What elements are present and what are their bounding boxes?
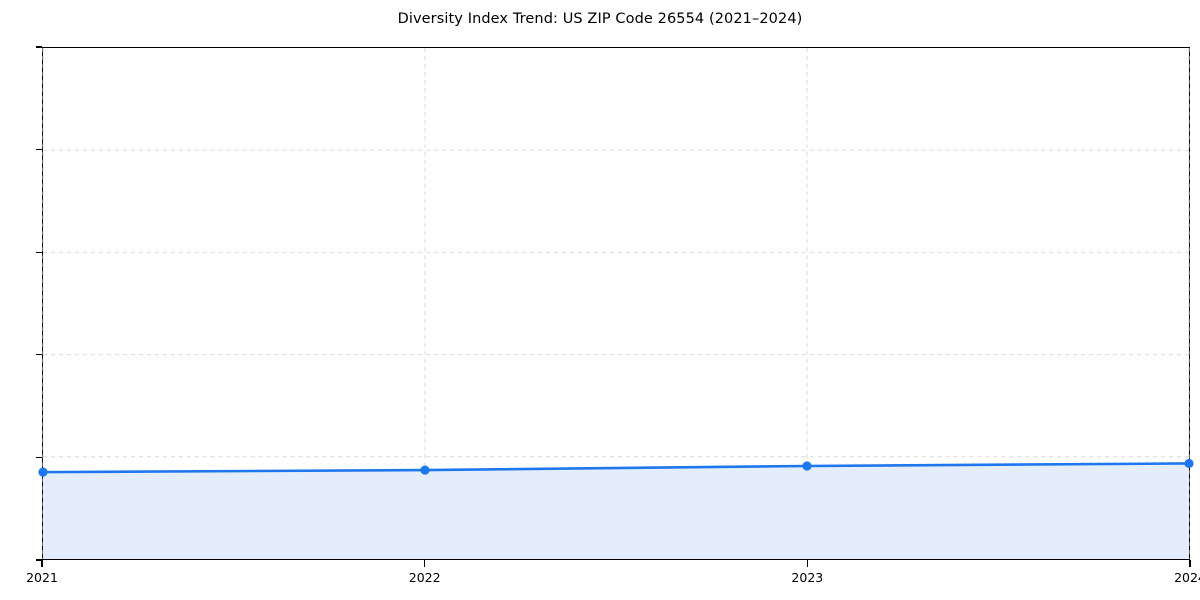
- y-tick-mark: [35, 46, 42, 48]
- area-fill: [43, 463, 1189, 559]
- series-diversity-index: [38, 458, 1194, 559]
- x-tick-label: 2023: [791, 570, 824, 585]
- y-tick-mark: [35, 149, 42, 151]
- x-tick-mark: [806, 560, 808, 567]
- y-tick-mark: [35, 559, 42, 561]
- x-tick-label: 2021: [26, 570, 58, 585]
- y-tick-mark: [35, 354, 42, 356]
- chart-title: Diversity Index Trend: US ZIP Code 26554…: [397, 11, 803, 27]
- y-tick-mark: [35, 456, 42, 458]
- data-point-marker: [420, 465, 430, 475]
- data-point-marker: [1184, 458, 1194, 469]
- trend-line: [41, 462, 1191, 474]
- plot-area: [38, 47, 1194, 560]
- x-tick-mark: [41, 560, 43, 567]
- x-tick-label: 2024: [1174, 570, 1200, 585]
- x-tick-label: 2022: [408, 570, 441, 585]
- data-point-marker: [802, 461, 812, 471]
- y-tick-mark: [35, 251, 42, 253]
- x-tick-mark: [1189, 560, 1191, 567]
- x-tick-mark: [424, 560, 426, 567]
- data-point-marker: [38, 467, 48, 477]
